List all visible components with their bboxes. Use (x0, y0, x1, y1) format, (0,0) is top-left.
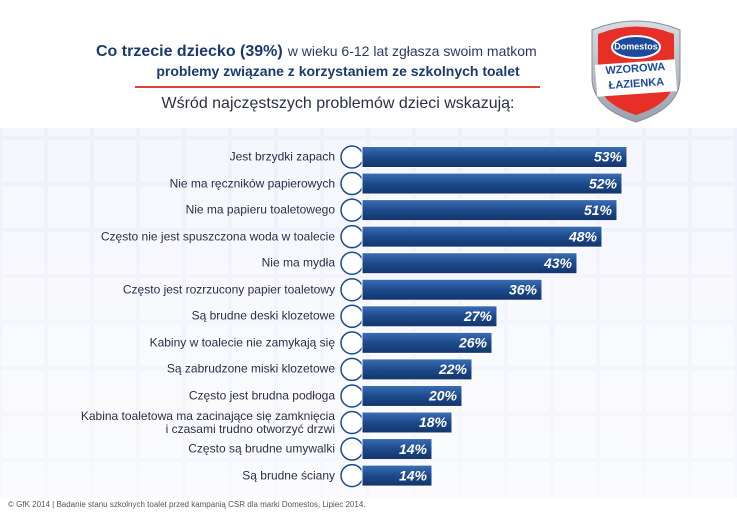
bar (361, 225, 603, 248)
chart-title: Co trzecie dziecko (39%) w wieku 6-12 lat… (96, 43, 537, 60)
category-label: Są brudne ściany (242, 468, 335, 483)
category-icon (340, 437, 364, 461)
bar (361, 464, 433, 487)
category-label: Są zabrudzone miski klozetowe (166, 361, 335, 376)
category-label: Często jest brudna podłoga (188, 388, 335, 403)
category-label: Często jest rozrzucony papier toaletowy (122, 282, 335, 297)
badge: Domestos WZOROWA ŁAZIENKA (591, 20, 681, 123)
bar (361, 411, 453, 434)
category-label: Kabina toaletowa ma zacinające się zamkn… (80, 408, 335, 436)
bar (361, 252, 578, 275)
bar (361, 199, 618, 222)
value-label: 22% (438, 361, 468, 377)
category-label: Jest brzydki zapach (229, 149, 335, 164)
bar (361, 305, 498, 328)
value-label: 27% (463, 308, 493, 324)
title-rest: w wieku 6-12 lat zgłasza swoim matkom (287, 43, 537, 59)
category-icon (340, 278, 364, 302)
category-icon (340, 463, 364, 488)
value-label: 20% (428, 388, 458, 404)
value-label: 36% (509, 281, 538, 297)
category-icon (340, 357, 364, 382)
category-label: Nie ma ręczników papierowych (169, 176, 335, 191)
footnote: © GfK 2014 | Badanie stanu szkolnych toa… (8, 500, 366, 509)
bar (361, 172, 623, 195)
bar (361, 384, 463, 407)
value-label: 53% (594, 149, 623, 165)
value-label: 18% (419, 414, 448, 430)
category-icon (340, 171, 364, 196)
bar (361, 278, 543, 301)
value-label: 14% (399, 467, 428, 483)
category-icon (340, 251, 364, 275)
badge-brand: Domestos (614, 41, 658, 51)
category-icon (340, 198, 364, 222)
bar (361, 438, 433, 461)
category-label: Nie ma mydła (261, 255, 335, 270)
value-label: 52% (589, 175, 618, 191)
category-icon (340, 304, 364, 329)
category-label: Kabiny w toalecie nie zamykają się (149, 335, 335, 350)
value-label: 48% (568, 228, 598, 244)
bar (361, 358, 473, 381)
category-icon (340, 145, 364, 169)
value-label: 26% (458, 335, 488, 351)
title-line2: problemy związane z korzystaniem ze szko… (156, 63, 520, 79)
value-label: 14% (399, 441, 428, 457)
bar (361, 146, 628, 168)
category-label: Są brudne deski klozetowe (191, 308, 335, 323)
value-label: 51% (584, 202, 613, 218)
bar (361, 331, 493, 354)
category-icon (340, 331, 364, 355)
subtitle: Wśród najczęstszych problemów dzieci wsk… (161, 95, 514, 112)
badge-line2: ŁAZIENKA (608, 76, 664, 92)
category-icon (340, 384, 364, 408)
category-icon (340, 224, 364, 249)
category-label: Nie ma papieru toaletowego (185, 202, 335, 217)
value-label: 43% (543, 255, 573, 271)
category-label: Często nie jest spuszczona woda w toalec… (100, 229, 335, 244)
category-label: Często są brudne umywalki (188, 441, 335, 456)
badge-line1: WZOROWA (605, 61, 666, 77)
category-icon (340, 410, 364, 435)
title-bold: Co trzecie dziecko (39%) (96, 43, 283, 60)
